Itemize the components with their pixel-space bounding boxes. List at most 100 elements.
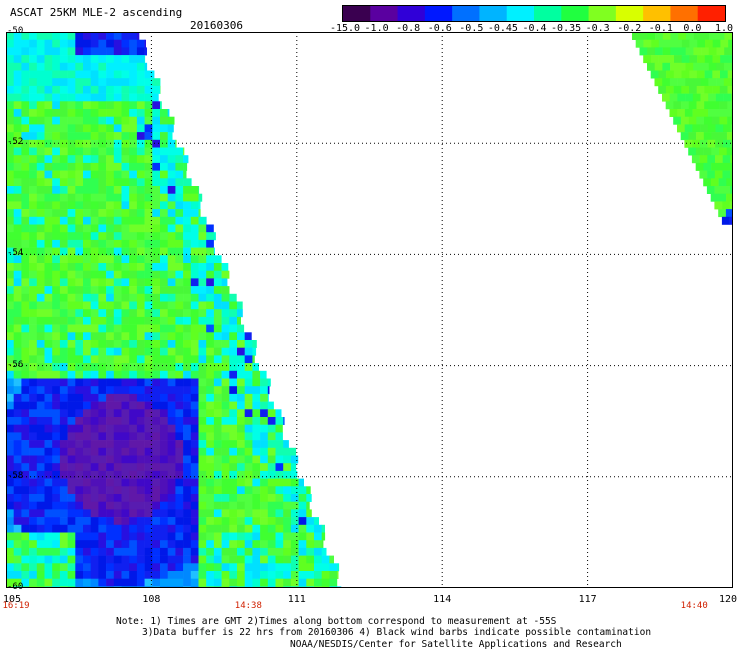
swath-cell	[136, 463, 145, 472]
swath-cell	[36, 232, 45, 241]
swath-cell	[275, 494, 284, 502]
swath-cell	[662, 62, 671, 71]
swath-cell	[129, 347, 138, 356]
swath-cell	[52, 440, 61, 449]
swath-cell	[152, 517, 161, 526]
swath-cell	[206, 239, 214, 248]
swath-cell	[198, 270, 207, 279]
swath-cell	[129, 178, 138, 187]
swath-cell	[190, 432, 199, 441]
swath-cell	[283, 486, 292, 495]
swath-cell	[106, 309, 115, 318]
swath-cell	[90, 186, 99, 194]
colorbar-swatch	[452, 6, 481, 21]
swath-cell	[36, 401, 45, 410]
swath-cell	[729, 216, 733, 225]
swath-cell	[52, 571, 61, 579]
swath-cell	[83, 278, 91, 287]
swath-cell	[160, 363, 168, 372]
swath-cell	[29, 116, 38, 125]
swath-cell	[44, 93, 53, 102]
swath-cell	[13, 32, 22, 40]
swath-cell	[13, 332, 22, 341]
swath-cell	[175, 386, 184, 395]
swath-cell	[59, 70, 68, 79]
swath-cell	[67, 286, 76, 295]
swath-cell	[691, 155, 700, 164]
swath-cell	[129, 78, 138, 87]
swath-cell	[712, 39, 721, 48]
swath-cell	[136, 509, 145, 518]
swath-cell	[113, 432, 122, 441]
swath-cell	[121, 509, 130, 518]
swath-cell	[36, 186, 45, 194]
swath-cell	[136, 547, 145, 556]
swath-cell	[175, 286, 184, 295]
swath-cell	[121, 478, 130, 487]
swath-cell	[83, 447, 91, 456]
swath-cell	[190, 363, 199, 372]
swath-cell	[21, 324, 30, 333]
swath-cell	[6, 109, 14, 117]
swath-cell	[723, 93, 732, 102]
latitude-label: -52	[7, 137, 24, 148]
swath-cell	[121, 432, 130, 441]
swath-cell	[167, 278, 176, 287]
swath-cell	[59, 332, 68, 341]
swath-cell	[44, 393, 53, 402]
swath-cell	[708, 93, 717, 102]
swath-cell	[198, 501, 207, 510]
swath-cell	[6, 347, 14, 356]
swath-cell	[121, 263, 130, 271]
swath-cell	[665, 85, 674, 94]
swath-cell	[129, 139, 138, 148]
swath-cell	[183, 424, 192, 433]
swath-cell	[90, 247, 99, 256]
swath-cell	[44, 186, 53, 194]
swath-cell	[52, 409, 61, 418]
swath-cell	[21, 532, 30, 541]
swath-cell	[175, 555, 184, 564]
swath-cell	[198, 532, 207, 541]
swath-cell	[715, 155, 723, 164]
swath-cell	[221, 401, 230, 410]
swath-cell	[267, 401, 274, 410]
swath-cell	[244, 455, 253, 464]
swath-cell	[67, 93, 76, 102]
swath-cell	[198, 478, 207, 487]
swath-cell	[13, 424, 22, 433]
swath-cell	[83, 309, 91, 318]
swath-cell	[183, 455, 192, 464]
swath-cell	[44, 370, 53, 379]
swath-cell	[90, 509, 99, 518]
swath-cell	[160, 270, 168, 279]
swath-cell	[144, 393, 153, 402]
swath-cell	[59, 162, 68, 171]
swath-cell	[83, 101, 91, 110]
swath-cell	[213, 440, 222, 449]
swath-cell	[701, 32, 710, 40]
swath-cell	[160, 347, 168, 356]
swath-cell	[90, 517, 99, 526]
swath-cell	[98, 193, 107, 202]
swath-cell	[183, 532, 192, 541]
swath-cell	[52, 347, 61, 356]
swath-cell	[106, 571, 115, 579]
swath-cell	[52, 447, 61, 456]
swath-cell	[213, 447, 222, 456]
swath-cell	[221, 370, 230, 379]
swath-cell	[13, 224, 22, 233]
swath-cell	[59, 170, 68, 179]
swath-cell	[106, 463, 115, 472]
swath-cell	[121, 201, 130, 210]
swath-cell	[6, 93, 14, 102]
swath-cell	[59, 432, 68, 441]
swath-cell	[129, 224, 138, 233]
swath-cell	[329, 571, 338, 579]
swath-cell	[67, 101, 76, 110]
swath-cell	[306, 571, 315, 579]
swath-cell	[21, 494, 30, 502]
swath-cell	[720, 70, 728, 79]
swath-cell	[59, 340, 68, 348]
swath-cell	[106, 355, 115, 364]
